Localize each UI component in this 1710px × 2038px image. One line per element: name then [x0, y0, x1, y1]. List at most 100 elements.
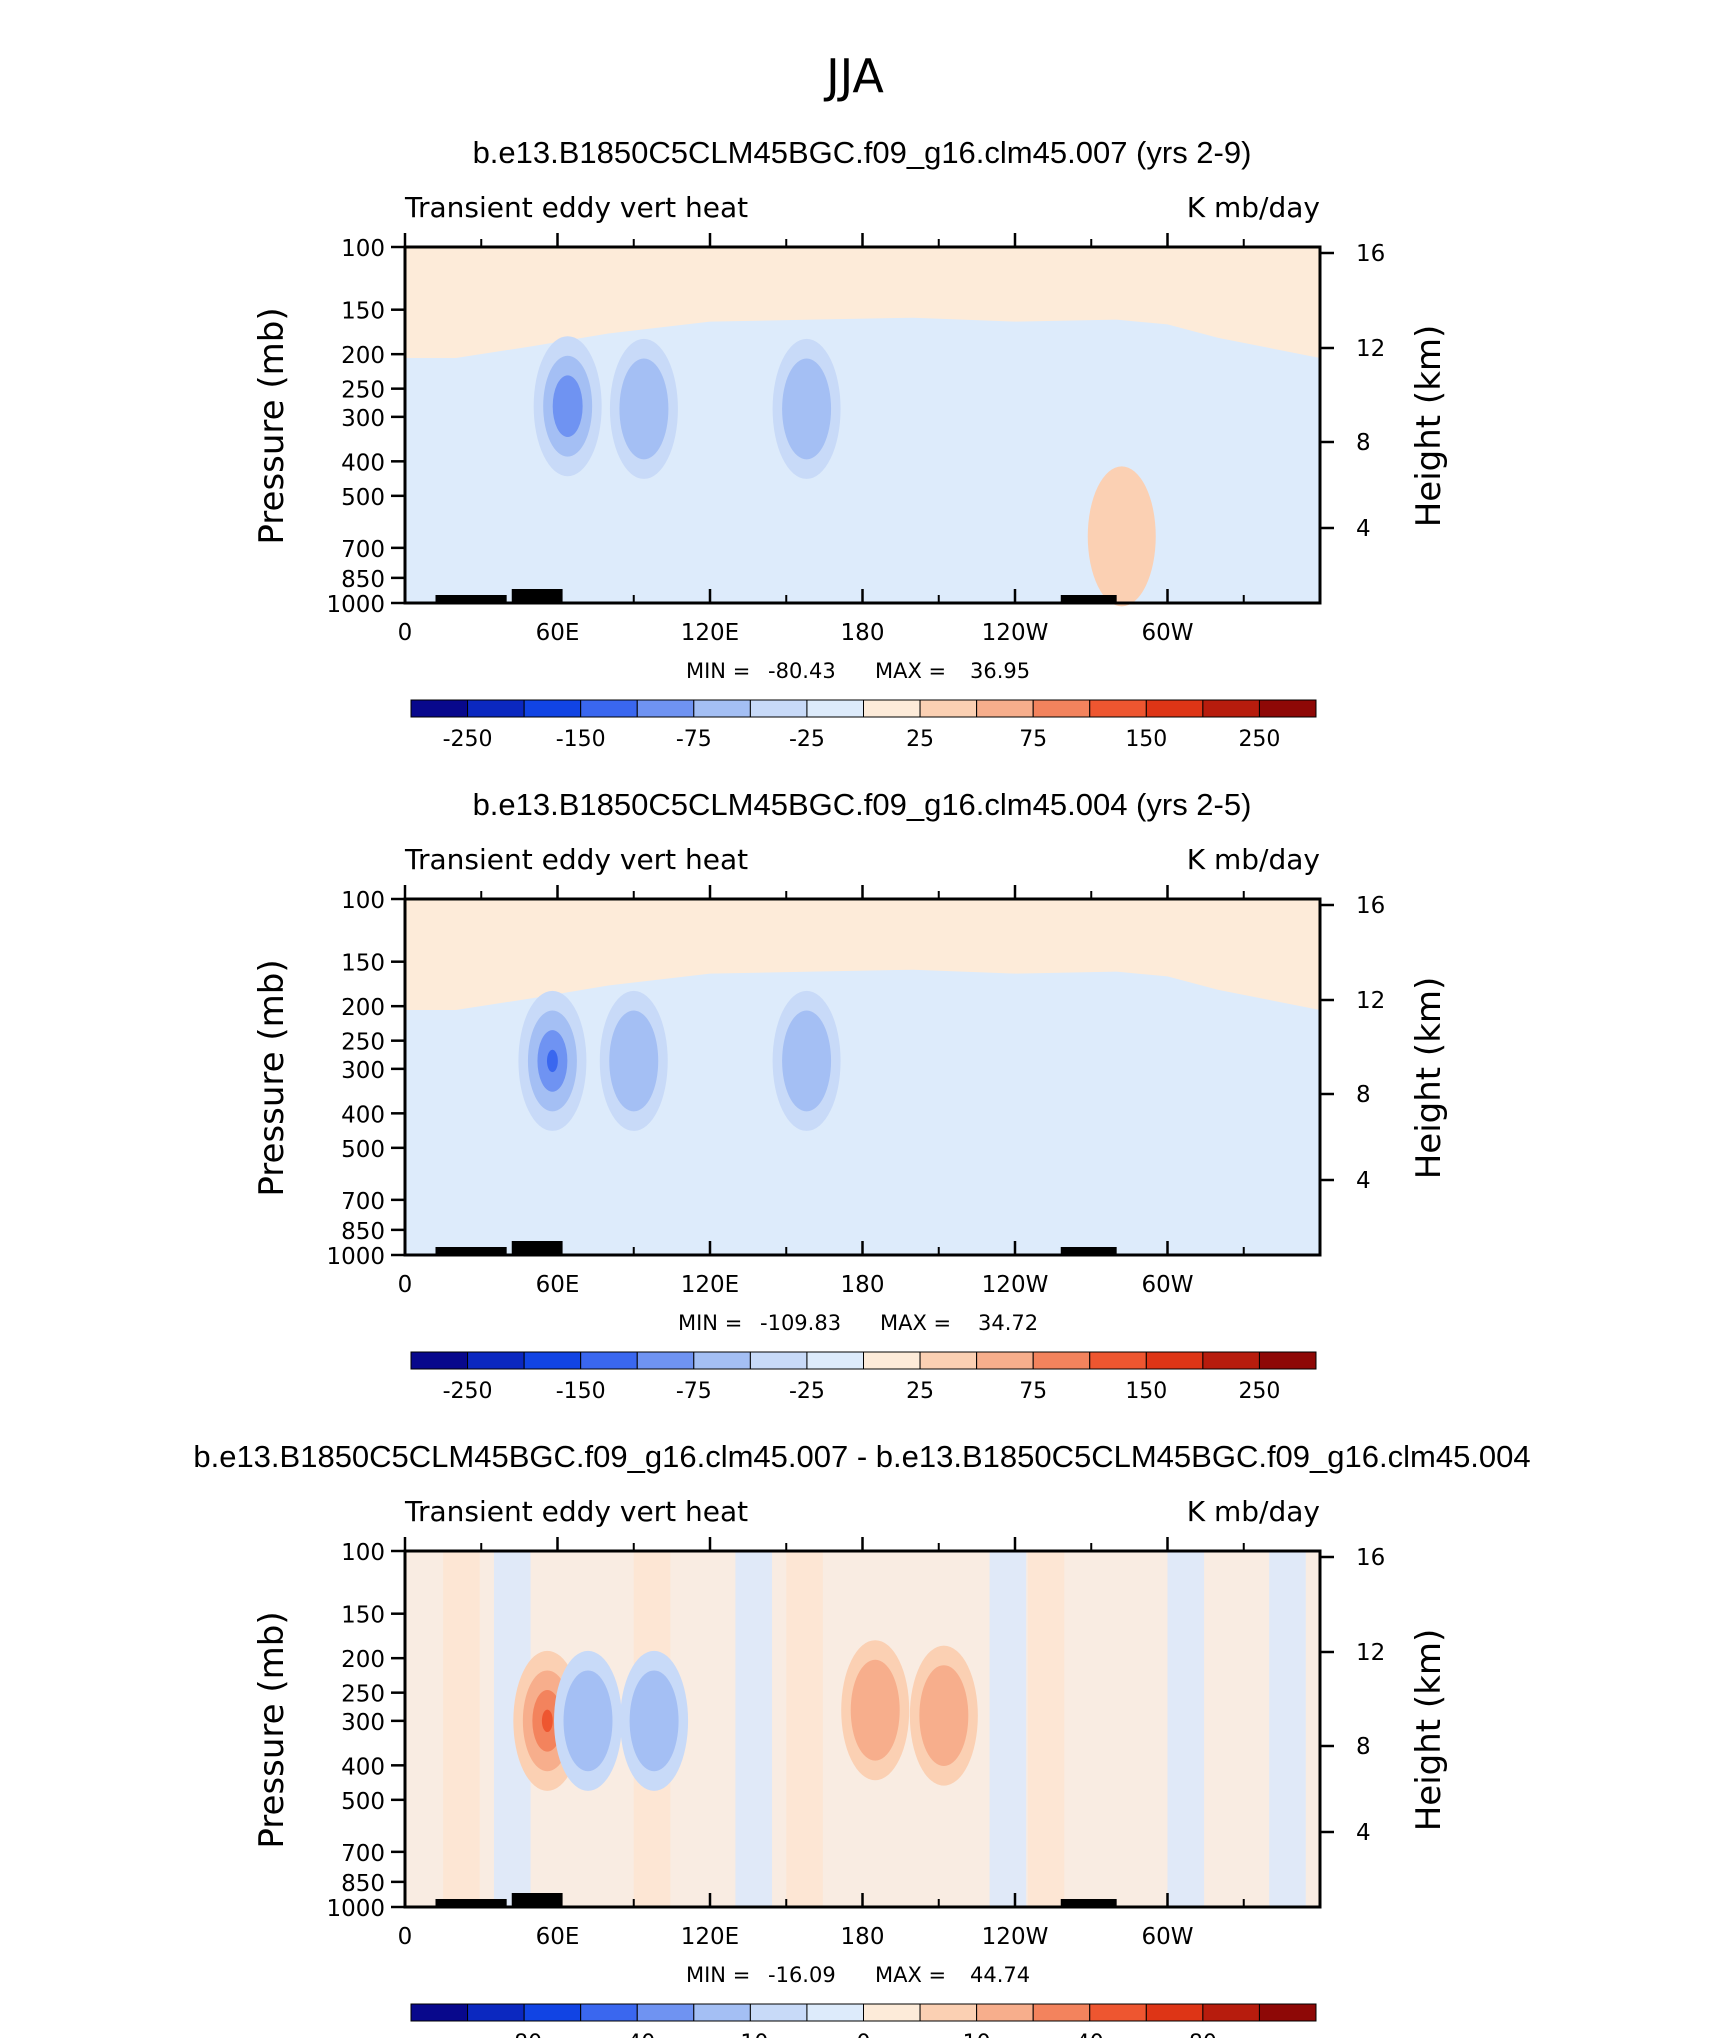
- topography-1: [511, 1241, 563, 1255]
- lon-tick-label: 120W: [982, 1272, 1049, 1298]
- colorbar-swatch: [580, 699, 638, 718]
- colorbar-swatch: [1089, 2003, 1147, 2022]
- height-tick-label: 4: [1356, 516, 1371, 542]
- pressure-tick-label: 850: [341, 1219, 385, 1245]
- lon-tick-label: 0: [398, 1272, 413, 1298]
- contour-positive-2-1: [919, 1665, 969, 1767]
- panel-3-min-label: MIN =: [686, 1963, 750, 1987]
- colorbar-label: -250: [443, 1379, 493, 1404]
- colorbar-swatch: [1258, 2003, 1317, 2022]
- contour-negative-1-1: [619, 358, 669, 460]
- pressure-tick-label: 100: [341, 888, 385, 914]
- colorbar-label: -75: [676, 727, 712, 752]
- diff-band-8: [1269, 1551, 1306, 1907]
- colorbar-swatch: [919, 1351, 978, 1370]
- lon-tick-label: 60E: [536, 620, 580, 646]
- colorbar-label: -25: [789, 727, 825, 752]
- pressure-tick-label: 100: [341, 236, 385, 262]
- pressure-tick-label: 300: [341, 1710, 385, 1736]
- colorbar-swatch: [693, 1351, 751, 1370]
- colorbar-swatch: [806, 699, 864, 718]
- colorbar-swatch: [863, 1351, 921, 1370]
- colorbar-label: 0: [857, 2031, 871, 2038]
- pressure-tick-label: 850: [341, 567, 385, 593]
- contour-negative-3-1: [563, 1670, 613, 1772]
- panel-2-max-label: MAX =: [880, 1311, 951, 1335]
- colorbar-swatch: [806, 1351, 864, 1370]
- colorbar-swatch: [467, 2003, 525, 2022]
- colorbar-swatch: [1258, 699, 1317, 718]
- colorbar-label: -40: [619, 2031, 655, 2038]
- colorbar-label: 75: [1019, 727, 1047, 752]
- panel-3-max-label: MAX =: [875, 1963, 946, 1987]
- height-tick-label: 12: [1356, 1640, 1385, 1666]
- diff-band-4: [786, 1551, 823, 1907]
- pressure-tick-label: 1000: [326, 592, 385, 618]
- height-tick-label: 16: [1356, 241, 1385, 267]
- pressure-tick-label: 150: [341, 299, 385, 325]
- pressure-tick-label: 100: [341, 1540, 385, 1566]
- colorbar-swatch: [1032, 1351, 1091, 1370]
- colorbar-label: -150: [556, 727, 606, 752]
- contour-negative-4-1: [629, 1670, 679, 1772]
- diff-band-3: [735, 1551, 773, 1907]
- panel-1-ylabel-right: Height (km): [1409, 325, 1449, 528]
- height-tick-label: 8: [1356, 1734, 1371, 1760]
- pressure-tick-label: 500: [341, 1789, 385, 1815]
- panel-1-min-label: MIN =: [686, 659, 750, 683]
- topography-1: [511, 1893, 563, 1907]
- pressure-tick-label: 300: [341, 406, 385, 432]
- colorbar-swatch: [636, 2003, 695, 2022]
- panel-3: b.e13.B1850C5CLM45BGC.f09_g16.clm45.007 …: [193, 1439, 1530, 2038]
- colorbar-label: 25: [906, 727, 934, 752]
- colorbar-swatch: [806, 2003, 864, 2022]
- lon-tick-label: 180: [841, 620, 885, 646]
- topography-0: [435, 1247, 507, 1255]
- colorbar-swatch: [523, 2003, 582, 2022]
- colorbar-swatch: [1032, 699, 1091, 718]
- colorbar-swatch: [693, 699, 751, 718]
- diff-band-5: [989, 1551, 1027, 1907]
- lon-tick-label: 0: [398, 1924, 413, 1950]
- panel-1-title: b.e13.B1850C5CLM45BGC.f09_g16.clm45.007 …: [473, 135, 1252, 170]
- colorbar-label: 150: [1125, 1379, 1167, 1404]
- colorbar-label: -80: [506, 2031, 542, 2038]
- lon-tick-label: 180: [841, 1272, 885, 1298]
- colorbar-swatch: [976, 699, 1034, 718]
- colorbar-swatch: [1258, 1351, 1317, 1370]
- colorbar-swatch: [523, 1351, 582, 1370]
- topography-0: [435, 595, 507, 603]
- colorbar-swatch: [749, 1351, 808, 1370]
- panel-3-units: K mb/day: [1187, 1495, 1320, 1528]
- colorbar-swatch: [693, 2003, 751, 2022]
- lon-tick-label: 60W: [1141, 1272, 1193, 1298]
- height-tick-label: 4: [1356, 1820, 1371, 1846]
- contour-negative-0-2: [552, 375, 583, 437]
- colorbar-swatch: [467, 1351, 525, 1370]
- colorbar-label: 250: [1238, 727, 1280, 752]
- colorbar-swatch: [410, 699, 469, 718]
- colorbar-swatch: [1145, 1351, 1204, 1370]
- colorbar-swatch: [1145, 699, 1204, 718]
- height-tick-label: 16: [1356, 893, 1385, 919]
- colorbar-swatch: [863, 2003, 921, 2022]
- colorbar-label: -150: [556, 1379, 606, 1404]
- panel-2-title: b.e13.B1850C5CLM45BGC.f09_g16.clm45.004 …: [473, 787, 1252, 822]
- contour-positive-1-1: [850, 1659, 900, 1761]
- pressure-tick-label: 500: [341, 1137, 385, 1163]
- panel-1-units: K mb/day: [1187, 191, 1320, 224]
- colorbar-label: 250: [1238, 1379, 1280, 1404]
- panel-3-variable: Transient eddy vert heat: [404, 1495, 748, 1528]
- panel-2-colorbar: -250 -150 -75 -25 25 75 150 250: [410, 1351, 1317, 1404]
- pressure-tick-label: 400: [341, 1102, 385, 1128]
- panel-2: b.e13.B1850C5CLM45BGC.f09_g16.clm45.004 …: [252, 787, 1449, 1404]
- lon-tick-label: 120E: [681, 1924, 739, 1950]
- panel-1-min-value: -80.43: [768, 659, 836, 683]
- contour-positive-3-0: [1087, 466, 1156, 607]
- panel-2-units: K mb/day: [1187, 843, 1320, 876]
- lon-tick-label: 180: [841, 1924, 885, 1950]
- pressure-tick-label: 300: [341, 1058, 385, 1084]
